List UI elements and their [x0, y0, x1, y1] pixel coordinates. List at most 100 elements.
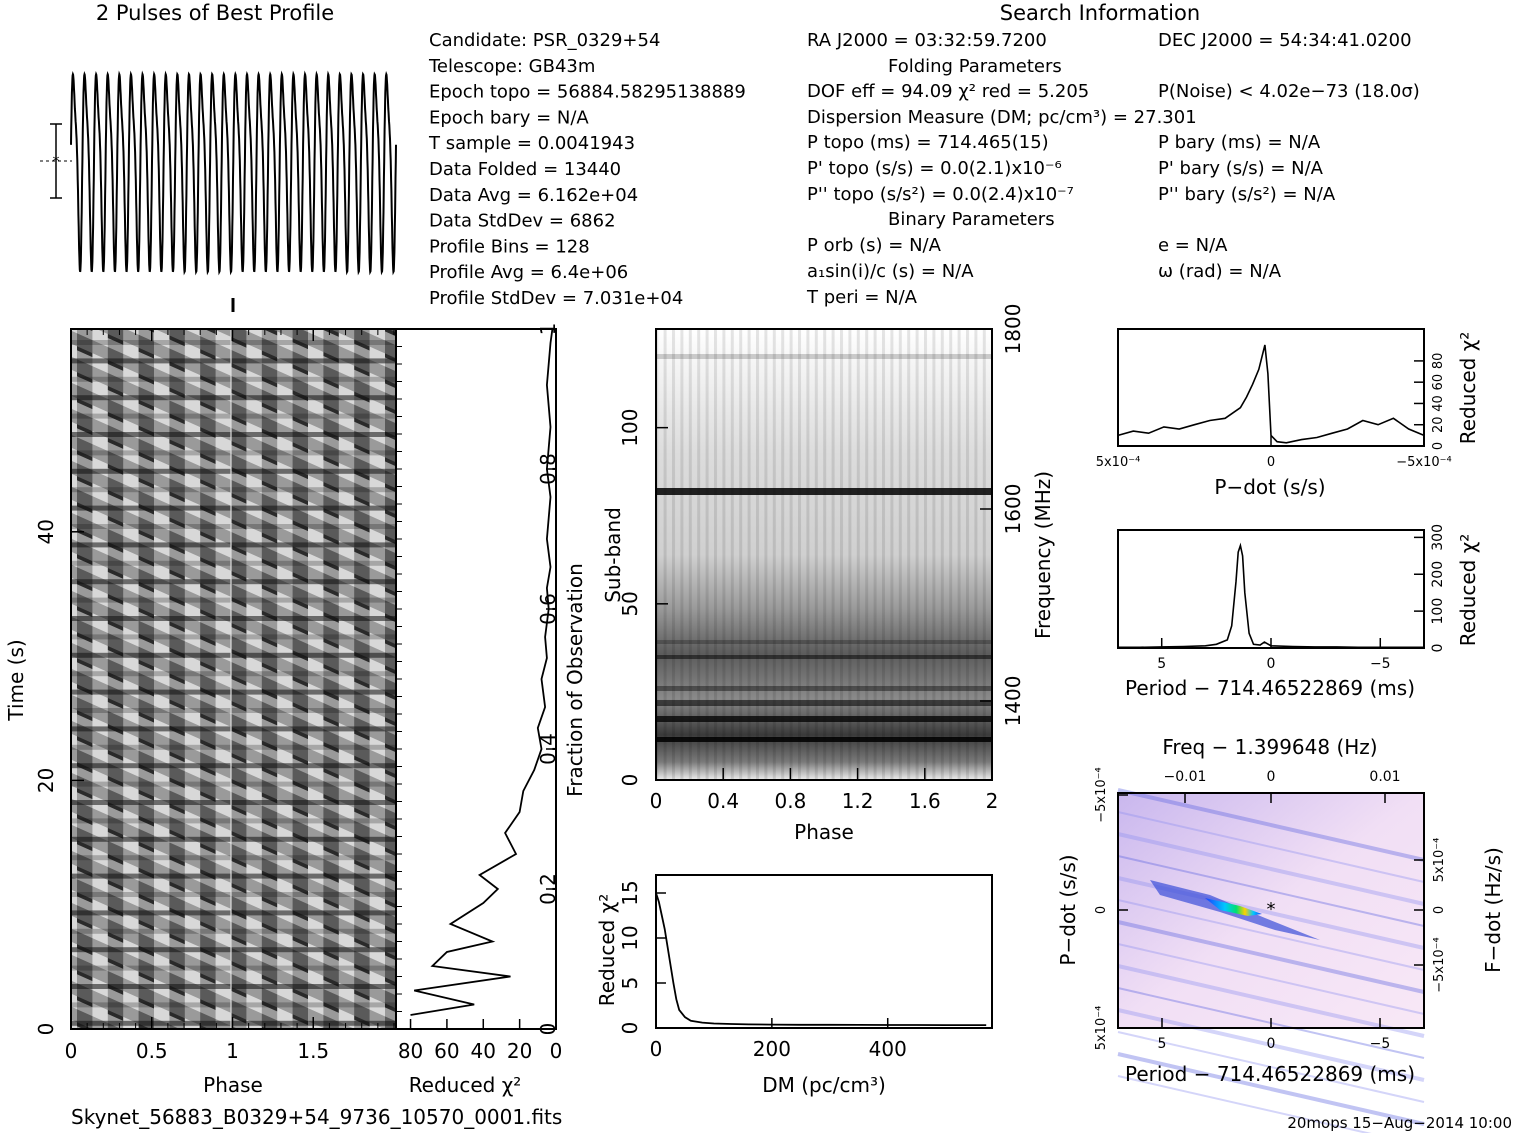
- info-mid-5: P' topo (s/s) = 0.0(2.1)x10⁻⁶: [807, 158, 1062, 179]
- pd-xtick-0: 5x10⁻⁴: [1096, 455, 1141, 470]
- sb-xtick-1: 0.4: [707, 789, 739, 813]
- pd-ytick-3: 60: [1431, 374, 1446, 391]
- tc-xtick-1: 60: [434, 1039, 459, 1063]
- dm-ytick-3: 15: [618, 880, 642, 905]
- sb-y2tick-0: 1400: [1001, 676, 1025, 727]
- info-right-2: P bary (ms) = N/A: [1158, 132, 1321, 153]
- info-right-0: DEC J2000 = 54:34:41.0200: [1158, 30, 1412, 51]
- info-mid-6: P'' topo (s/s²) = 0.0(2.4)x10⁻⁷: [807, 184, 1074, 205]
- time-phase-xlabel: Phase: [203, 1073, 263, 1097]
- time-chi2-xlabel: Reduced χ²: [409, 1073, 522, 1097]
- dm-ytick-1: 5: [618, 977, 642, 990]
- info-left-5: Data Folded = 13440: [429, 159, 621, 180]
- dm-ytick-2: 10: [618, 925, 642, 950]
- info-right-6: ω (rad) = N/A: [1158, 261, 1282, 282]
- time-phase-ylabel: Time (s): [4, 639, 28, 721]
- pdot-chi2-line: [1117, 344, 1425, 444]
- info-left-6: Data Avg = 6.162e+04: [429, 185, 638, 206]
- info-mid-0: RA J2000 = 03:32:59.7200: [807, 30, 1047, 51]
- pd-ytick-1: 20: [1431, 416, 1446, 433]
- pd-ytick-0: 0: [1431, 442, 1446, 450]
- search-title: Search Information: [1000, 1, 1200, 25]
- info-left-3: Epoch bary = N/A: [429, 107, 589, 128]
- tp-xtick-1: 0.5: [136, 1039, 168, 1063]
- pc-ytick-0: 0: [1430, 644, 1446, 653]
- info-right-3: P' bary (s/s) = N/A: [1158, 158, 1324, 179]
- pd-ytick-4: 80: [1431, 353, 1446, 370]
- dm-ylabel: Reduced χ²: [595, 894, 619, 1007]
- tp-xtick-3: 1.5: [297, 1039, 329, 1063]
- pd-xtick-2: −5x10⁻⁴: [1396, 455, 1451, 470]
- pc-ytick-3: 300: [1430, 524, 1446, 551]
- profile-line: [70, 70, 397, 276]
- tc-xtick-3: 20: [507, 1039, 532, 1063]
- info-right-column: DEC J2000 = 54:34:41.0200 P(Noise) < 4.02…: [1158, 30, 1420, 282]
- dm-xtick-1: 200: [753, 1037, 791, 1061]
- tp-xtick-0: 0: [65, 1039, 78, 1063]
- pdot-xlabel: P−dot (s/s): [1214, 475, 1325, 499]
- best-point-marker: *: [1267, 899, 1276, 920]
- tc-ytick-1: 0.2: [536, 873, 560, 905]
- pp-x2label: Freq − 1.399648 (Hz): [1162, 735, 1377, 759]
- info-right-5: e = N/A: [1158, 235, 1228, 256]
- pd-xtick-1: 0: [1267, 455, 1275, 470]
- period-chi2-panel: 5 0 −5 0 100 200 300 Period − 714.46522869 (ms…: [1117, 524, 1480, 700]
- tc-xtick-4: 0: [550, 1039, 563, 1063]
- period-ylabel: Reduced χ²: [1456, 534, 1480, 647]
- pdot-chi2-panel: 5x10⁻⁴ 0 −5x10⁻⁴ 0 20 40 60 80 P−dot (s/s) Redu…: [1096, 328, 1480, 499]
- ppm-xtick-0: 5: [1158, 1036, 1167, 1052]
- dm-xtick-0: 0: [650, 1037, 663, 1061]
- info-mid-column: RA J2000 = 03:32:59.7200 Folding Paramete…: [806, 30, 1197, 308]
- info-left-4: T sample = 0.0041943: [428, 133, 635, 154]
- info-left-7: Data StdDev = 6862: [429, 211, 616, 232]
- sb-ytick-0: 0: [618, 774, 642, 787]
- info-mid-10: T peri = N/A: [806, 287, 918, 308]
- dm-ytick-0: 0: [618, 1022, 642, 1035]
- info-mid-2: DOF eff = 94.09 χ² red = 5.205: [807, 81, 1089, 102]
- info-mid-9: a₁sin(i)/c (s) = N/A: [807, 261, 974, 282]
- time-chi2-ylabel: Fraction of Observation: [563, 563, 587, 797]
- tp-xtick-2: 1: [226, 1039, 239, 1063]
- ppm-y2tick-1: 0: [1432, 906, 1447, 914]
- pp-xlabel: Period − 714.46522869 (ms): [1125, 1062, 1415, 1086]
- tp-ytick-2: 40: [34, 519, 58, 544]
- sb-y2tick-1: 1600: [1001, 484, 1025, 535]
- ppm-ytick-2: 5x10⁻⁴: [1094, 1006, 1109, 1051]
- pdot-period-panel: * 5 0 −5 −0.01 0 0.01 −5x10⁻⁴ 0 5x10⁻⁴ 5x10⁻⁴ 0 −5x…: [1056, 735, 1505, 1133]
- ppm-ytick-0: −5x10⁻⁴: [1094, 767, 1109, 822]
- info-left-10: Profile StdDev = 7.031e+04: [429, 288, 683, 309]
- info-mid-3: Dispersion Measure (DM; pc/cm³) = 27.301: [807, 107, 1197, 128]
- sb-xtick-0: 0: [650, 789, 663, 813]
- ppm-ytick-1: 0: [1094, 906, 1109, 914]
- tc-ytick-3: 0.6: [536, 593, 560, 625]
- ppm-x2tick-2: 0.01: [1369, 769, 1400, 785]
- dm-chi2-panel: 0 200 400 0 5 10 15 DM (pc/cm³) Reduced χ²: [595, 874, 993, 1097]
- dm-chi2-line: [655, 892, 987, 1026]
- pp-y2label: F−dot (Hz/s): [1481, 847, 1505, 973]
- pc-xtick-1: 0: [1267, 656, 1276, 672]
- info-mid-4: P topo (ms) = 714.465(15): [807, 132, 1049, 153]
- subband-phase-panel: 0 0.4 0.8 1.2 1.6 2 0 50 100 1400 1600 1800 Phase S…: [601, 304, 1055, 844]
- ppm-xtick-2: −5: [1370, 1036, 1391, 1052]
- tc-xtick-2: 40: [471, 1039, 496, 1063]
- ppm-xtick-1: 0: [1267, 1036, 1276, 1052]
- subband-xlabel: Phase: [794, 820, 854, 844]
- ppm-x2tick-0: −0.01: [1164, 769, 1207, 785]
- sb-xtick-2: 0.8: [774, 789, 806, 813]
- profile-title: 2 Pulses of Best Profile: [96, 1, 334, 25]
- tc-ytick-2: 0.4: [536, 733, 560, 765]
- time-phase-panel: 0 0.5 1 1.5 0 20 40 Phase Time (s): [4, 298, 397, 1097]
- info-left-9: Profile Avg = 6.4e+06: [429, 262, 628, 283]
- sb-ytick-1: 50: [618, 591, 642, 616]
- info-left-8: Profile Bins = 128: [429, 236, 590, 257]
- pc-ytick-2: 200: [1430, 561, 1446, 588]
- pc-xtick-2: −5: [1370, 656, 1391, 672]
- info-mid-1: Folding Parameters: [888, 56, 1062, 77]
- pc-xtick-0: 5: [1157, 656, 1166, 672]
- info-left-0: Candidate: PSR_0329+54: [429, 30, 660, 51]
- tc-xtick-0: 80: [398, 1039, 423, 1063]
- subband-y2label: Frequency (MHz): [1031, 471, 1055, 639]
- dm-xlabel: DM (pc/cm³): [762, 1073, 886, 1097]
- dm-xtick-2: 400: [869, 1037, 907, 1061]
